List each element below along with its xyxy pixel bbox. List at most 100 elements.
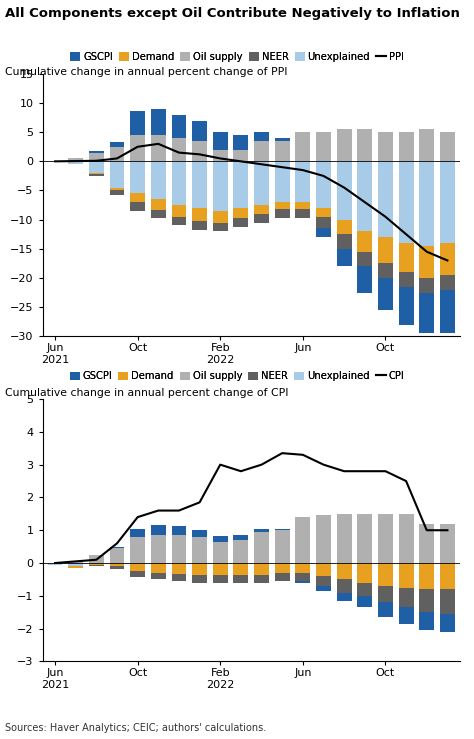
Bar (275, 138, 290, 141)
Bar (234, 574, 248, 582)
Text: All Components except Oil Contribute Negatively to Inflation: All Components except Oil Contribute Neg… (5, 7, 460, 21)
Bar (151, 525, 166, 535)
Bar (172, 115, 186, 138)
Legend: GSCPI, Demand, Oil supply, NEER, Unexplained, CPI: GSCPI, Demand, Oil supply, NEER, Unexpla… (65, 367, 409, 385)
Bar (337, 219, 352, 234)
Bar (399, 243, 413, 272)
Bar (151, 135, 166, 161)
Bar (419, 589, 434, 612)
Bar (337, 161, 352, 219)
Bar (109, 190, 125, 194)
Bar (378, 132, 393, 161)
Bar (172, 205, 186, 217)
Bar (378, 563, 393, 586)
Bar (89, 174, 104, 176)
Bar (192, 537, 207, 563)
Bar (440, 563, 455, 589)
Bar (151, 200, 166, 210)
Bar (419, 278, 434, 293)
Bar (399, 272, 413, 287)
Text: Sources: Haver Analytics; CEIC; authors' calculations.: Sources: Haver Analytics; CEIC; authors'… (5, 723, 266, 733)
Bar (151, 210, 166, 219)
Bar (316, 132, 331, 161)
Bar (295, 581, 310, 582)
Bar (254, 528, 269, 532)
Bar (213, 150, 228, 161)
Bar (254, 563, 269, 574)
Bar (130, 202, 145, 211)
Bar (295, 132, 310, 161)
Bar (295, 517, 310, 563)
Bar (68, 563, 83, 566)
Bar (213, 563, 228, 574)
Bar (419, 129, 434, 161)
Bar (151, 563, 166, 573)
Bar (192, 530, 207, 537)
Bar (316, 208, 331, 217)
Bar (378, 161, 393, 237)
Bar (275, 209, 290, 218)
Bar (316, 228, 331, 237)
Bar (151, 535, 166, 563)
Bar (130, 161, 145, 194)
Bar (109, 188, 125, 190)
Legend: GSCPI, Demand, Oil supply, NEER, Unexplained, PPI: GSCPI, Demand, Oil supply, NEER, Unexpla… (66, 48, 408, 66)
Bar (192, 221, 207, 230)
Bar (337, 579, 352, 593)
Bar (234, 540, 248, 563)
Bar (295, 563, 310, 573)
Bar (172, 563, 186, 573)
Bar (47, 563, 63, 565)
Bar (419, 612, 434, 630)
Bar (378, 586, 393, 602)
Bar (440, 614, 455, 632)
Bar (357, 582, 372, 596)
Bar (295, 161, 310, 202)
Bar (357, 129, 372, 161)
Bar (316, 217, 331, 228)
Bar (213, 536, 228, 542)
Bar (254, 214, 269, 222)
Bar (275, 161, 290, 202)
Bar (275, 202, 290, 209)
Bar (234, 135, 248, 150)
Bar (109, 161, 125, 188)
Bar (357, 161, 372, 231)
Bar (68, 562, 83, 563)
Bar (109, 547, 125, 548)
Bar (316, 586, 331, 591)
Bar (337, 593, 352, 601)
Bar (234, 150, 248, 161)
Bar (234, 161, 248, 208)
Bar (213, 161, 228, 211)
Bar (89, 565, 104, 566)
Bar (89, 152, 104, 161)
Bar (357, 231, 372, 252)
Bar (399, 287, 413, 324)
Bar (172, 138, 186, 161)
Bar (399, 588, 413, 607)
Bar (440, 290, 455, 333)
Bar (254, 574, 269, 582)
Bar (234, 563, 248, 574)
Bar (130, 528, 145, 537)
Bar (213, 222, 228, 231)
Bar (172, 161, 186, 205)
Bar (316, 516, 331, 563)
Bar (130, 135, 145, 161)
Bar (213, 132, 228, 150)
Bar (109, 566, 125, 569)
Bar (295, 202, 310, 209)
Bar (275, 531, 290, 563)
Bar (192, 161, 207, 208)
Bar (234, 208, 248, 219)
Bar (130, 571, 145, 577)
Text: Cumulative change in annual percent change of PPI: Cumulative change in annual percent chan… (5, 67, 287, 77)
Bar (151, 161, 166, 200)
Bar (357, 514, 372, 563)
Bar (130, 194, 145, 202)
Bar (378, 278, 393, 310)
Bar (68, 566, 83, 568)
Bar (316, 161, 331, 208)
Bar (68, 158, 83, 161)
